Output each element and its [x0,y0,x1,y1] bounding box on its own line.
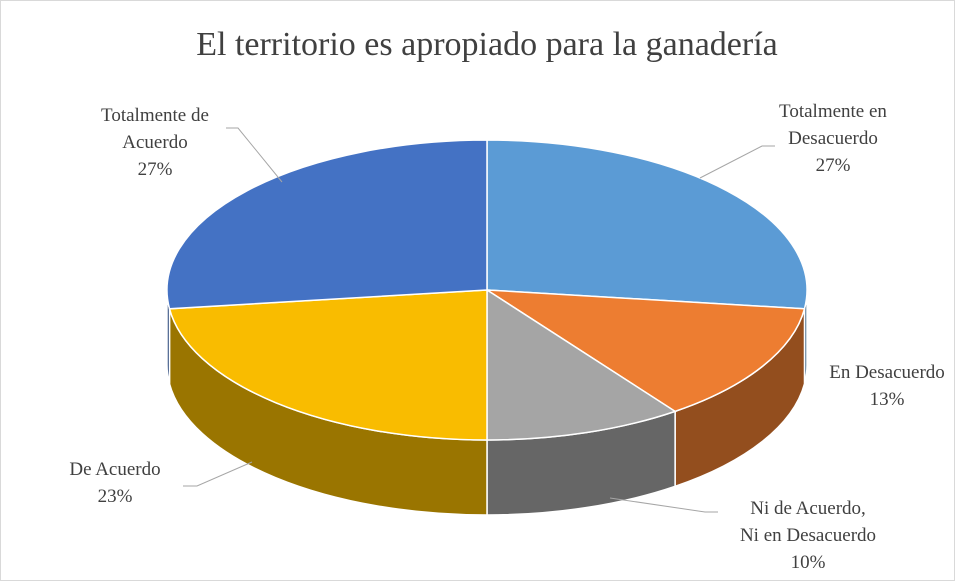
leader-line [183,461,253,487]
pie-slice [166,139,488,310]
data-label: De Acuerdo [69,459,160,480]
leader-line [609,497,718,513]
data-label-value: 13% [870,389,905,410]
pie-slice [486,139,808,310]
chart-title: El territorio es apropiado para la ganad… [196,26,778,63]
labels: Totalmente en Desacuerdo 27% En Desacuerdo 1… [69,101,944,573]
pie-slice [168,289,488,441]
data-label-value: 27% [816,155,851,176]
data-label-value: 10% [791,552,826,573]
data-label: Ni de Acuerdo, Ni en Desacuerdo [740,498,876,546]
pie-slice [486,288,677,441]
data-label-value: 23% [98,486,133,507]
data-label: Totalmente de Acuerdo [101,105,209,153]
pie-tops [166,139,808,441]
leader-line [699,145,775,179]
data-label: Totalmente en Desacuerdo [779,101,887,149]
data-label: En Desacuerdo [829,362,945,383]
data-label-value: 27% [138,159,173,180]
leader-line [226,127,283,183]
pie-slice [484,289,806,413]
